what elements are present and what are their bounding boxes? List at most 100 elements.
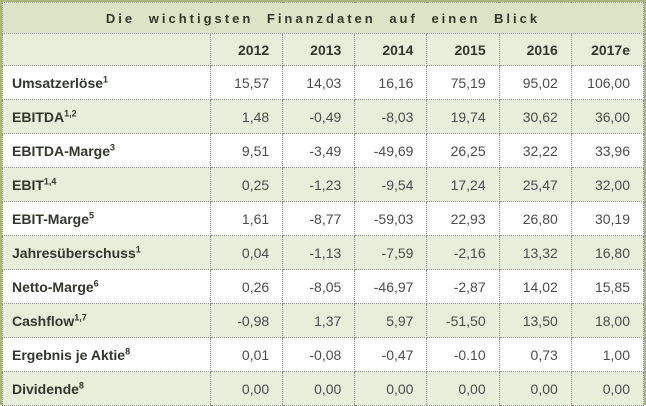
column-header-2014: 2014 bbox=[354, 33, 428, 66]
value-cell: 36,00 bbox=[570, 99, 645, 134]
value-cell: -2,16 bbox=[426, 235, 500, 270]
footnote-marker: 1,2 bbox=[64, 107, 77, 118]
value-cell: 0,04 bbox=[209, 235, 284, 270]
table-row: EBIT-Marge5 1,61 -8,77 -59,03 22,93 26,80 30,1… bbox=[2, 201, 645, 236]
value-cell: 0,73 bbox=[498, 337, 572, 372]
value-cell: -0,98 bbox=[209, 303, 284, 338]
value-cell: 0,26 bbox=[209, 269, 284, 304]
value-cell: -0,49 bbox=[282, 99, 356, 134]
footnote-marker: 1 bbox=[103, 73, 109, 84]
footnote-marker: 8 bbox=[78, 379, 84, 390]
row-label: Ergebnis je Aktie8 bbox=[2, 337, 211, 372]
value-cell: 14,03 bbox=[282, 65, 356, 100]
value-cell: 0,00 bbox=[426, 371, 500, 406]
value-cell: 33,96 bbox=[570, 133, 645, 168]
value-cell: 25,47 bbox=[498, 167, 572, 202]
value-cell: 15,85 bbox=[570, 269, 645, 304]
footnote-marker: 1 bbox=[135, 243, 141, 254]
footnote-marker: 8 bbox=[125, 345, 131, 356]
value-cell: 32,00 bbox=[570, 167, 645, 202]
footnote-marker: 5 bbox=[89, 209, 95, 220]
table-body: Umsatzerlöse1 15,57 14,03 16,16 75,19 95,02 10… bbox=[2, 65, 645, 406]
value-cell: -8,03 bbox=[354, 99, 428, 134]
value-cell: 1,48 bbox=[209, 99, 284, 134]
table-row: EBIT1,4 0,25 -1,23 -9,54 17,24 25,47 32,00 bbox=[2, 167, 645, 202]
value-cell: -8,77 bbox=[282, 201, 356, 236]
value-cell: -8,05 bbox=[282, 269, 356, 304]
value-cell: 106,00 bbox=[570, 65, 645, 100]
value-cell: 19,74 bbox=[426, 99, 500, 134]
table-row: Ergebnis je Aktie8 0,01 -0,08 -0,47 -0.10 0,7… bbox=[2, 337, 645, 372]
column-header-2012: 2012 bbox=[209, 33, 284, 66]
footnote-marker: 1,4 bbox=[43, 175, 57, 186]
table-row: EBITDA1,2 1,48 -0,49 -8,03 19,74 30,62 36,00 bbox=[2, 99, 645, 134]
row-label: Cashflow1,7 bbox=[2, 303, 211, 338]
value-cell: 0,25 bbox=[209, 167, 284, 202]
value-cell: 16,16 bbox=[354, 65, 428, 100]
column-header-2013: 2013 bbox=[282, 33, 356, 66]
value-cell: 30,19 bbox=[570, 201, 645, 236]
value-cell: 5,97 bbox=[354, 303, 428, 338]
value-cell: -0,47 bbox=[354, 337, 428, 372]
table-row: EBITDA-Marge3 9,51 -3,49 -49,69 26,25 32,22 33… bbox=[2, 133, 645, 168]
table-row: Jahresüberschuss1 0,04 -1,13 -7,59 -2,16 13,3… bbox=[2, 235, 645, 270]
value-cell: 1,37 bbox=[282, 303, 356, 338]
value-cell: 13,32 bbox=[498, 235, 572, 270]
value-cell: 26,80 bbox=[498, 201, 572, 236]
value-cell: 30,62 bbox=[498, 99, 572, 134]
value-cell: -9,54 bbox=[354, 167, 428, 202]
value-cell: 0,00 bbox=[282, 371, 356, 406]
row-label: EBIT-Marge5 bbox=[2, 201, 211, 236]
value-cell: 0,00 bbox=[354, 371, 428, 406]
value-cell: 1,00 bbox=[570, 337, 645, 372]
year-header-row: 2012 2013 2014 2015 2016 2017e bbox=[2, 33, 645, 66]
value-cell: 1,61 bbox=[209, 201, 284, 236]
value-cell: 95,02 bbox=[498, 65, 572, 100]
value-cell: -0,08 bbox=[282, 337, 356, 372]
table-row: Dividende8 0,00 0,00 0,00 0,00 0,00 0,00 bbox=[2, 371, 645, 406]
value-cell: 16,80 bbox=[570, 235, 645, 270]
value-cell: 22,93 bbox=[426, 201, 500, 236]
value-cell: -1,13 bbox=[282, 235, 356, 270]
column-header-2017e: 2017e bbox=[570, 33, 645, 66]
footnote-marker: 3 bbox=[110, 141, 116, 152]
value-cell: 17,24 bbox=[426, 167, 500, 202]
footnote-marker: 6 bbox=[93, 277, 99, 288]
value-cell: -7,59 bbox=[354, 235, 428, 270]
value-cell: 15,57 bbox=[209, 65, 284, 100]
row-label: EBITDA1,2 bbox=[2, 99, 211, 134]
corner-cell bbox=[2, 33, 211, 66]
value-cell: -46,97 bbox=[354, 269, 428, 304]
column-header-2015: 2015 bbox=[426, 33, 500, 66]
value-cell: -0.10 bbox=[426, 337, 500, 372]
value-cell: -2,87 bbox=[426, 269, 500, 304]
value-cell: 75,19 bbox=[426, 65, 500, 100]
value-cell: 0,00 bbox=[570, 371, 645, 406]
column-header-2016: 2016 bbox=[498, 33, 572, 66]
table-row: Netto-Marge6 0,26 -8,05 -46,97 -2,87 14,02 15,… bbox=[2, 269, 645, 304]
value-cell: -51,50 bbox=[426, 303, 500, 338]
value-cell: 13,50 bbox=[498, 303, 572, 338]
table-row: Cashflow1,7 -0,98 1,37 5,97 -51,50 13,50 18,00 bbox=[2, 303, 645, 338]
value-cell: -1,23 bbox=[282, 167, 356, 202]
footnote-marker: 1,7 bbox=[74, 311, 87, 322]
row-label: Dividende8 bbox=[2, 371, 211, 406]
value-cell: 18,00 bbox=[570, 303, 645, 338]
value-cell: 14,02 bbox=[498, 269, 572, 304]
value-cell: -49,69 bbox=[354, 133, 428, 168]
value-cell: 26,25 bbox=[426, 133, 500, 168]
value-cell: -3,49 bbox=[282, 133, 356, 168]
value-cell: -59,03 bbox=[354, 201, 428, 236]
value-cell: 0,00 bbox=[209, 371, 284, 406]
row-label: Jahresüberschuss1 bbox=[2, 235, 211, 270]
value-cell: 32,22 bbox=[498, 133, 572, 168]
value-cell: 0,01 bbox=[209, 337, 284, 372]
row-label: EBIT1,4 bbox=[2, 167, 211, 202]
table-title: Die wichtigsten Finanzdaten auf einen Bl… bbox=[2, 2, 644, 34]
row-label: EBITDA-Marge3 bbox=[2, 133, 211, 168]
row-label: Netto-Marge6 bbox=[2, 269, 211, 304]
value-cell: 0,00 bbox=[498, 371, 572, 406]
value-cell: 9,51 bbox=[209, 133, 284, 168]
